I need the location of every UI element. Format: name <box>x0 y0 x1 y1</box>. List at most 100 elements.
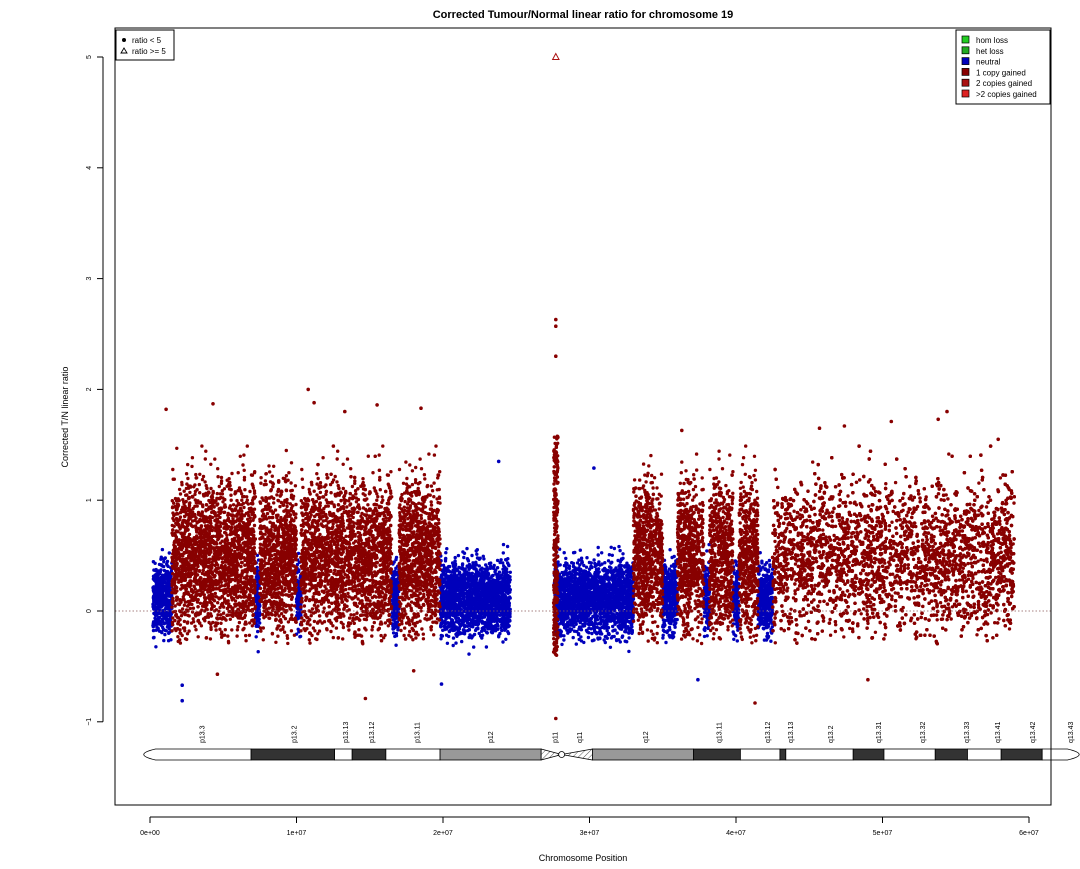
data-point <box>151 602 155 606</box>
data-point <box>163 632 167 637</box>
data-point <box>151 636 156 640</box>
data-point <box>597 560 601 564</box>
data-point <box>461 600 465 605</box>
data-point <box>487 591 492 595</box>
data-point <box>257 604 262 608</box>
data-point <box>443 591 447 595</box>
data-point <box>508 570 512 574</box>
data-point <box>602 620 606 624</box>
data-point <box>476 590 480 594</box>
data-point <box>477 564 481 568</box>
data-point <box>503 606 507 610</box>
data-point <box>159 605 163 609</box>
data-point <box>558 563 562 567</box>
data-point <box>501 542 506 547</box>
data-point <box>579 556 584 560</box>
data-point <box>479 612 484 617</box>
data-point <box>590 578 595 583</box>
data-point <box>598 590 602 594</box>
data-point <box>439 624 443 628</box>
data-point <box>559 580 563 584</box>
data-point <box>594 563 598 567</box>
data-point <box>450 618 454 622</box>
data-point <box>468 588 472 592</box>
data-point <box>470 553 474 558</box>
data-point <box>464 614 468 618</box>
data-point <box>446 569 451 573</box>
data-point <box>447 629 452 634</box>
data-point <box>392 572 396 577</box>
data-point <box>390 598 394 602</box>
data-point <box>570 579 574 584</box>
data-point <box>391 624 395 628</box>
data-point <box>467 605 471 610</box>
data-point <box>595 568 599 573</box>
data-point <box>168 575 172 580</box>
data-point <box>153 578 158 582</box>
data-point <box>506 578 510 582</box>
data-point <box>600 594 604 599</box>
data-point <box>453 555 457 560</box>
data-point <box>472 597 476 601</box>
data-point <box>596 601 601 605</box>
data-point <box>614 597 619 601</box>
data-point <box>462 555 466 560</box>
data-point <box>395 593 399 597</box>
data-point <box>563 579 568 583</box>
data-point <box>450 561 455 565</box>
data-point <box>565 612 570 616</box>
data-point <box>151 589 156 593</box>
data-point <box>443 568 447 572</box>
data-point <box>584 601 589 606</box>
data-point <box>507 619 511 623</box>
data-point <box>160 599 165 603</box>
data-point <box>579 582 583 587</box>
data-point <box>582 589 587 593</box>
data-point <box>296 627 300 631</box>
data-point <box>584 565 589 569</box>
data-point <box>496 624 500 628</box>
data-point <box>470 618 475 622</box>
data-point <box>587 560 592 565</box>
data-point <box>481 554 485 558</box>
data-point <box>473 567 477 571</box>
data-point <box>626 609 630 614</box>
data-point <box>154 567 158 572</box>
data-point <box>456 608 460 612</box>
data-point <box>471 601 475 606</box>
data-point <box>584 596 588 600</box>
data-point <box>503 565 507 570</box>
data-point <box>600 551 604 555</box>
data-point <box>624 600 628 604</box>
data-point <box>583 620 587 625</box>
data-point <box>564 617 568 621</box>
data-point <box>462 575 466 579</box>
data-point <box>481 601 485 605</box>
data-point <box>159 630 164 634</box>
data-point <box>491 614 496 619</box>
data-point <box>620 596 624 600</box>
data-point <box>503 628 507 632</box>
data-point <box>618 548 622 553</box>
data-point <box>477 600 482 604</box>
data-point <box>465 546 469 551</box>
data-point <box>580 598 584 602</box>
data-point <box>452 564 456 569</box>
data-point <box>476 596 481 600</box>
data-point <box>157 570 161 575</box>
data-point <box>441 601 445 605</box>
data-point <box>610 614 614 618</box>
data-point <box>505 570 509 574</box>
data-point <box>392 617 397 622</box>
data-point <box>445 600 449 604</box>
data-point <box>587 623 592 627</box>
data-point <box>474 606 478 610</box>
data-point <box>625 640 629 644</box>
data-point <box>589 627 593 631</box>
data-point <box>465 599 470 604</box>
data-point <box>461 579 465 583</box>
data-point <box>477 557 481 561</box>
data-point <box>569 627 574 632</box>
data-point <box>631 613 635 617</box>
